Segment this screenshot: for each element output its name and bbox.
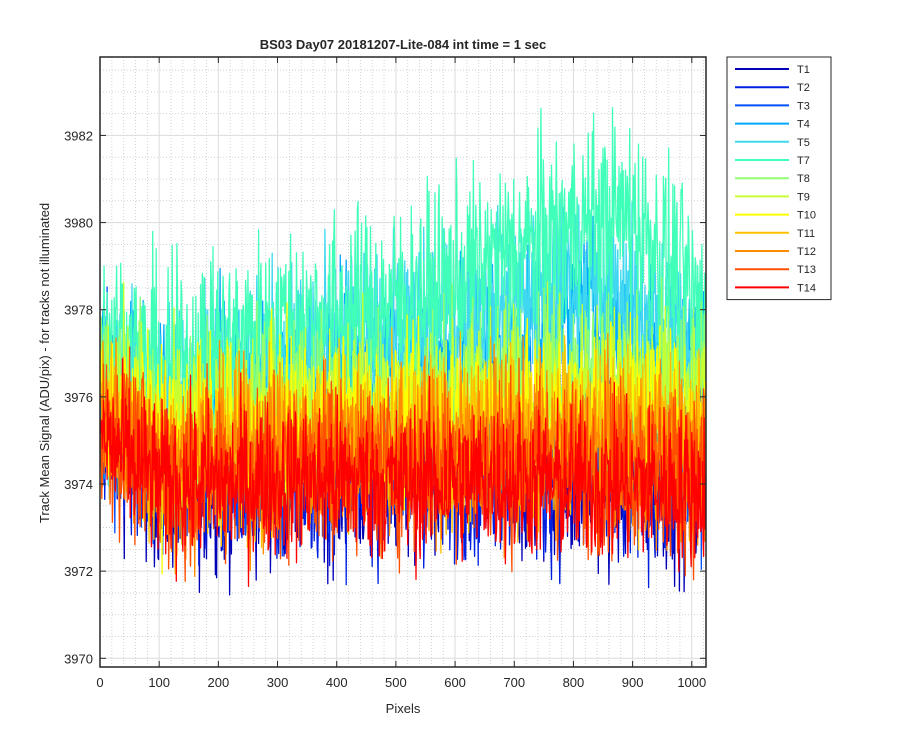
legend: T1 T2 T3 T4 T5 T7 T8 T9 T10 T11 T12 T13 T14: [726, 56, 832, 301]
legend-item-t4: T4: [735, 119, 810, 131]
y-tick-label: 3978: [64, 303, 93, 318]
x-tick-label: 1000: [677, 675, 706, 690]
y-tick-label: 3972: [64, 564, 93, 579]
x-tick-label: 0: [96, 675, 103, 690]
legend-label: T9: [797, 191, 810, 203]
y-tick-label: 3982: [64, 128, 93, 143]
series-line-t14: [100, 358, 706, 588]
x-tick-label: 800: [563, 675, 585, 690]
x-tick-label: 500: [385, 675, 407, 690]
x-tick-label: 900: [622, 675, 644, 690]
legend-label: T5: [797, 137, 810, 149]
x-tick-label: 300: [267, 675, 289, 690]
legend-item-t1: T1: [735, 64, 810, 76]
y-axis-label: Track Mean Signal (ADU/pix) - for tracks…: [37, 203, 52, 523]
legend-item-t13: T13: [735, 264, 816, 276]
legend-item-t3: T3: [735, 100, 810, 112]
axes-box: [99, 56, 707, 668]
series-line-t7: [100, 107, 706, 495]
chart-title: BS03 Day07 20181207-Lite-084 int time = …: [260, 37, 547, 52]
legend-label: T8: [797, 173, 810, 185]
legend-item-t11: T11: [735, 228, 815, 240]
y-tick-label: 3974: [64, 477, 93, 492]
legend-label: T11: [797, 228, 815, 240]
legend-item-t7: T7: [735, 155, 810, 167]
x-tick-label: 100: [148, 675, 170, 690]
legend-label: T2: [797, 82, 810, 94]
x-tick-label: 700: [503, 675, 525, 690]
legend-label: T4: [797, 119, 810, 131]
axes-frame: [99, 56, 707, 668]
legend-label: T3: [797, 100, 810, 112]
x-tick-labels: 0 100 200 300 400 500 600 700 800 900 1000: [96, 675, 706, 690]
x-tick-label: 600: [444, 675, 466, 690]
x-tick-label: 400: [326, 675, 348, 690]
legend-item-t2: T2: [735, 82, 810, 94]
legend-label: T1: [797, 64, 810, 76]
legend-item-t14: T14: [735, 282, 816, 294]
legend-item-t9: T9: [735, 191, 810, 203]
x-tick-label: 200: [208, 675, 230, 690]
legend-label: T13: [797, 264, 816, 276]
y-tick-label: 3970: [64, 651, 93, 666]
y-tick-labels: 3970 3972 3974 3976 3978 3980 3982: [64, 128, 93, 666]
legend-item-t10: T10: [735, 210, 816, 222]
legend-item-t8: T8: [735, 173, 810, 185]
y-tick-label: 3976: [64, 390, 93, 405]
y-tick-label: 3980: [64, 216, 93, 231]
x-axis-label: Pixels: [386, 701, 421, 716]
legend-label: T7: [797, 155, 810, 167]
legend-item-t5: T5: [735, 137, 810, 149]
legend-item-t12: T12: [735, 246, 816, 258]
legend-label: T12: [797, 246, 816, 258]
series-lines: [100, 107, 706, 596]
legend-label: T14: [797, 282, 816, 294]
legend-label: T10: [797, 210, 816, 222]
